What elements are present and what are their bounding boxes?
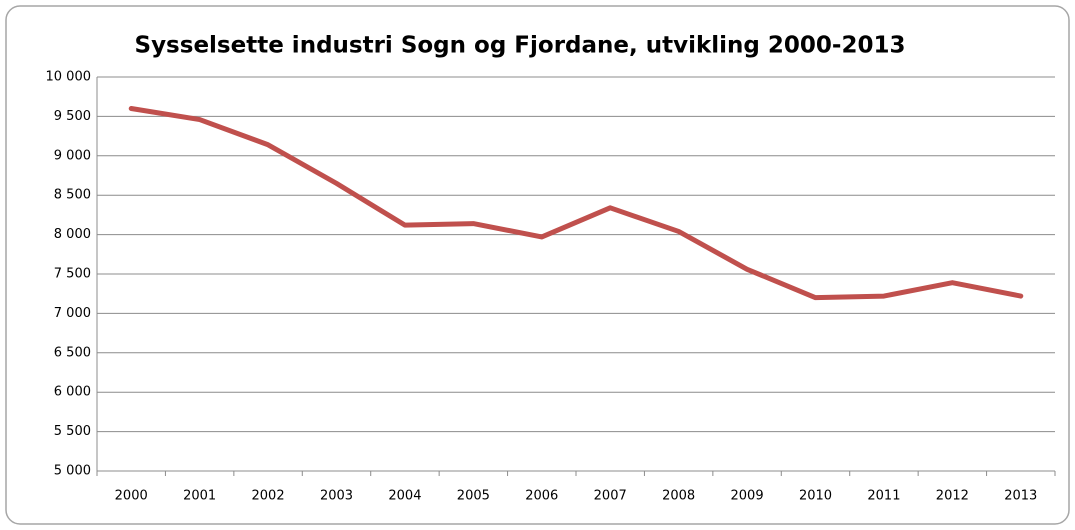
y-tick-label: 7 500 bbox=[54, 267, 91, 282]
x-tick-label: 2003 bbox=[320, 489, 353, 504]
y-tick-label: 5 500 bbox=[54, 424, 91, 439]
x-tick-label: 2006 bbox=[525, 489, 558, 504]
x-tick-label: 2004 bbox=[388, 489, 421, 504]
x-tick-label: 2010 bbox=[799, 489, 832, 504]
chart-frame bbox=[5, 5, 1070, 525]
x-tick-label: 2008 bbox=[662, 489, 695, 504]
x-tick-label: 2001 bbox=[183, 489, 216, 504]
y-tick-label: 8 500 bbox=[54, 188, 91, 203]
y-tick-label: 6 000 bbox=[54, 385, 91, 400]
line-series bbox=[128, 106, 1024, 301]
x-tick-label: 2009 bbox=[731, 489, 764, 504]
x-tick-label: 2011 bbox=[867, 489, 900, 504]
y-tick-label: 6 500 bbox=[54, 345, 91, 360]
chart-title: Sysselsette industri Sogn og Fjordane, u… bbox=[135, 33, 906, 59]
y-tick-label: 9 000 bbox=[54, 148, 91, 163]
x-tick-label: 2000 bbox=[115, 489, 148, 504]
x-tick-label: 2002 bbox=[252, 489, 285, 504]
x-tick-label: 2013 bbox=[1004, 489, 1037, 504]
y-tick-label: 7 000 bbox=[54, 306, 91, 321]
x-tick-label: 2005 bbox=[457, 489, 490, 504]
x-tick-label: 2007 bbox=[594, 489, 627, 504]
y-tick-label: 9 500 bbox=[54, 109, 91, 124]
y-tick-label: 10 000 bbox=[46, 70, 92, 85]
x-tick-label: 2012 bbox=[936, 489, 969, 504]
y-tick-label: 8 000 bbox=[54, 227, 91, 242]
y-tick-label: 5 000 bbox=[54, 464, 91, 479]
